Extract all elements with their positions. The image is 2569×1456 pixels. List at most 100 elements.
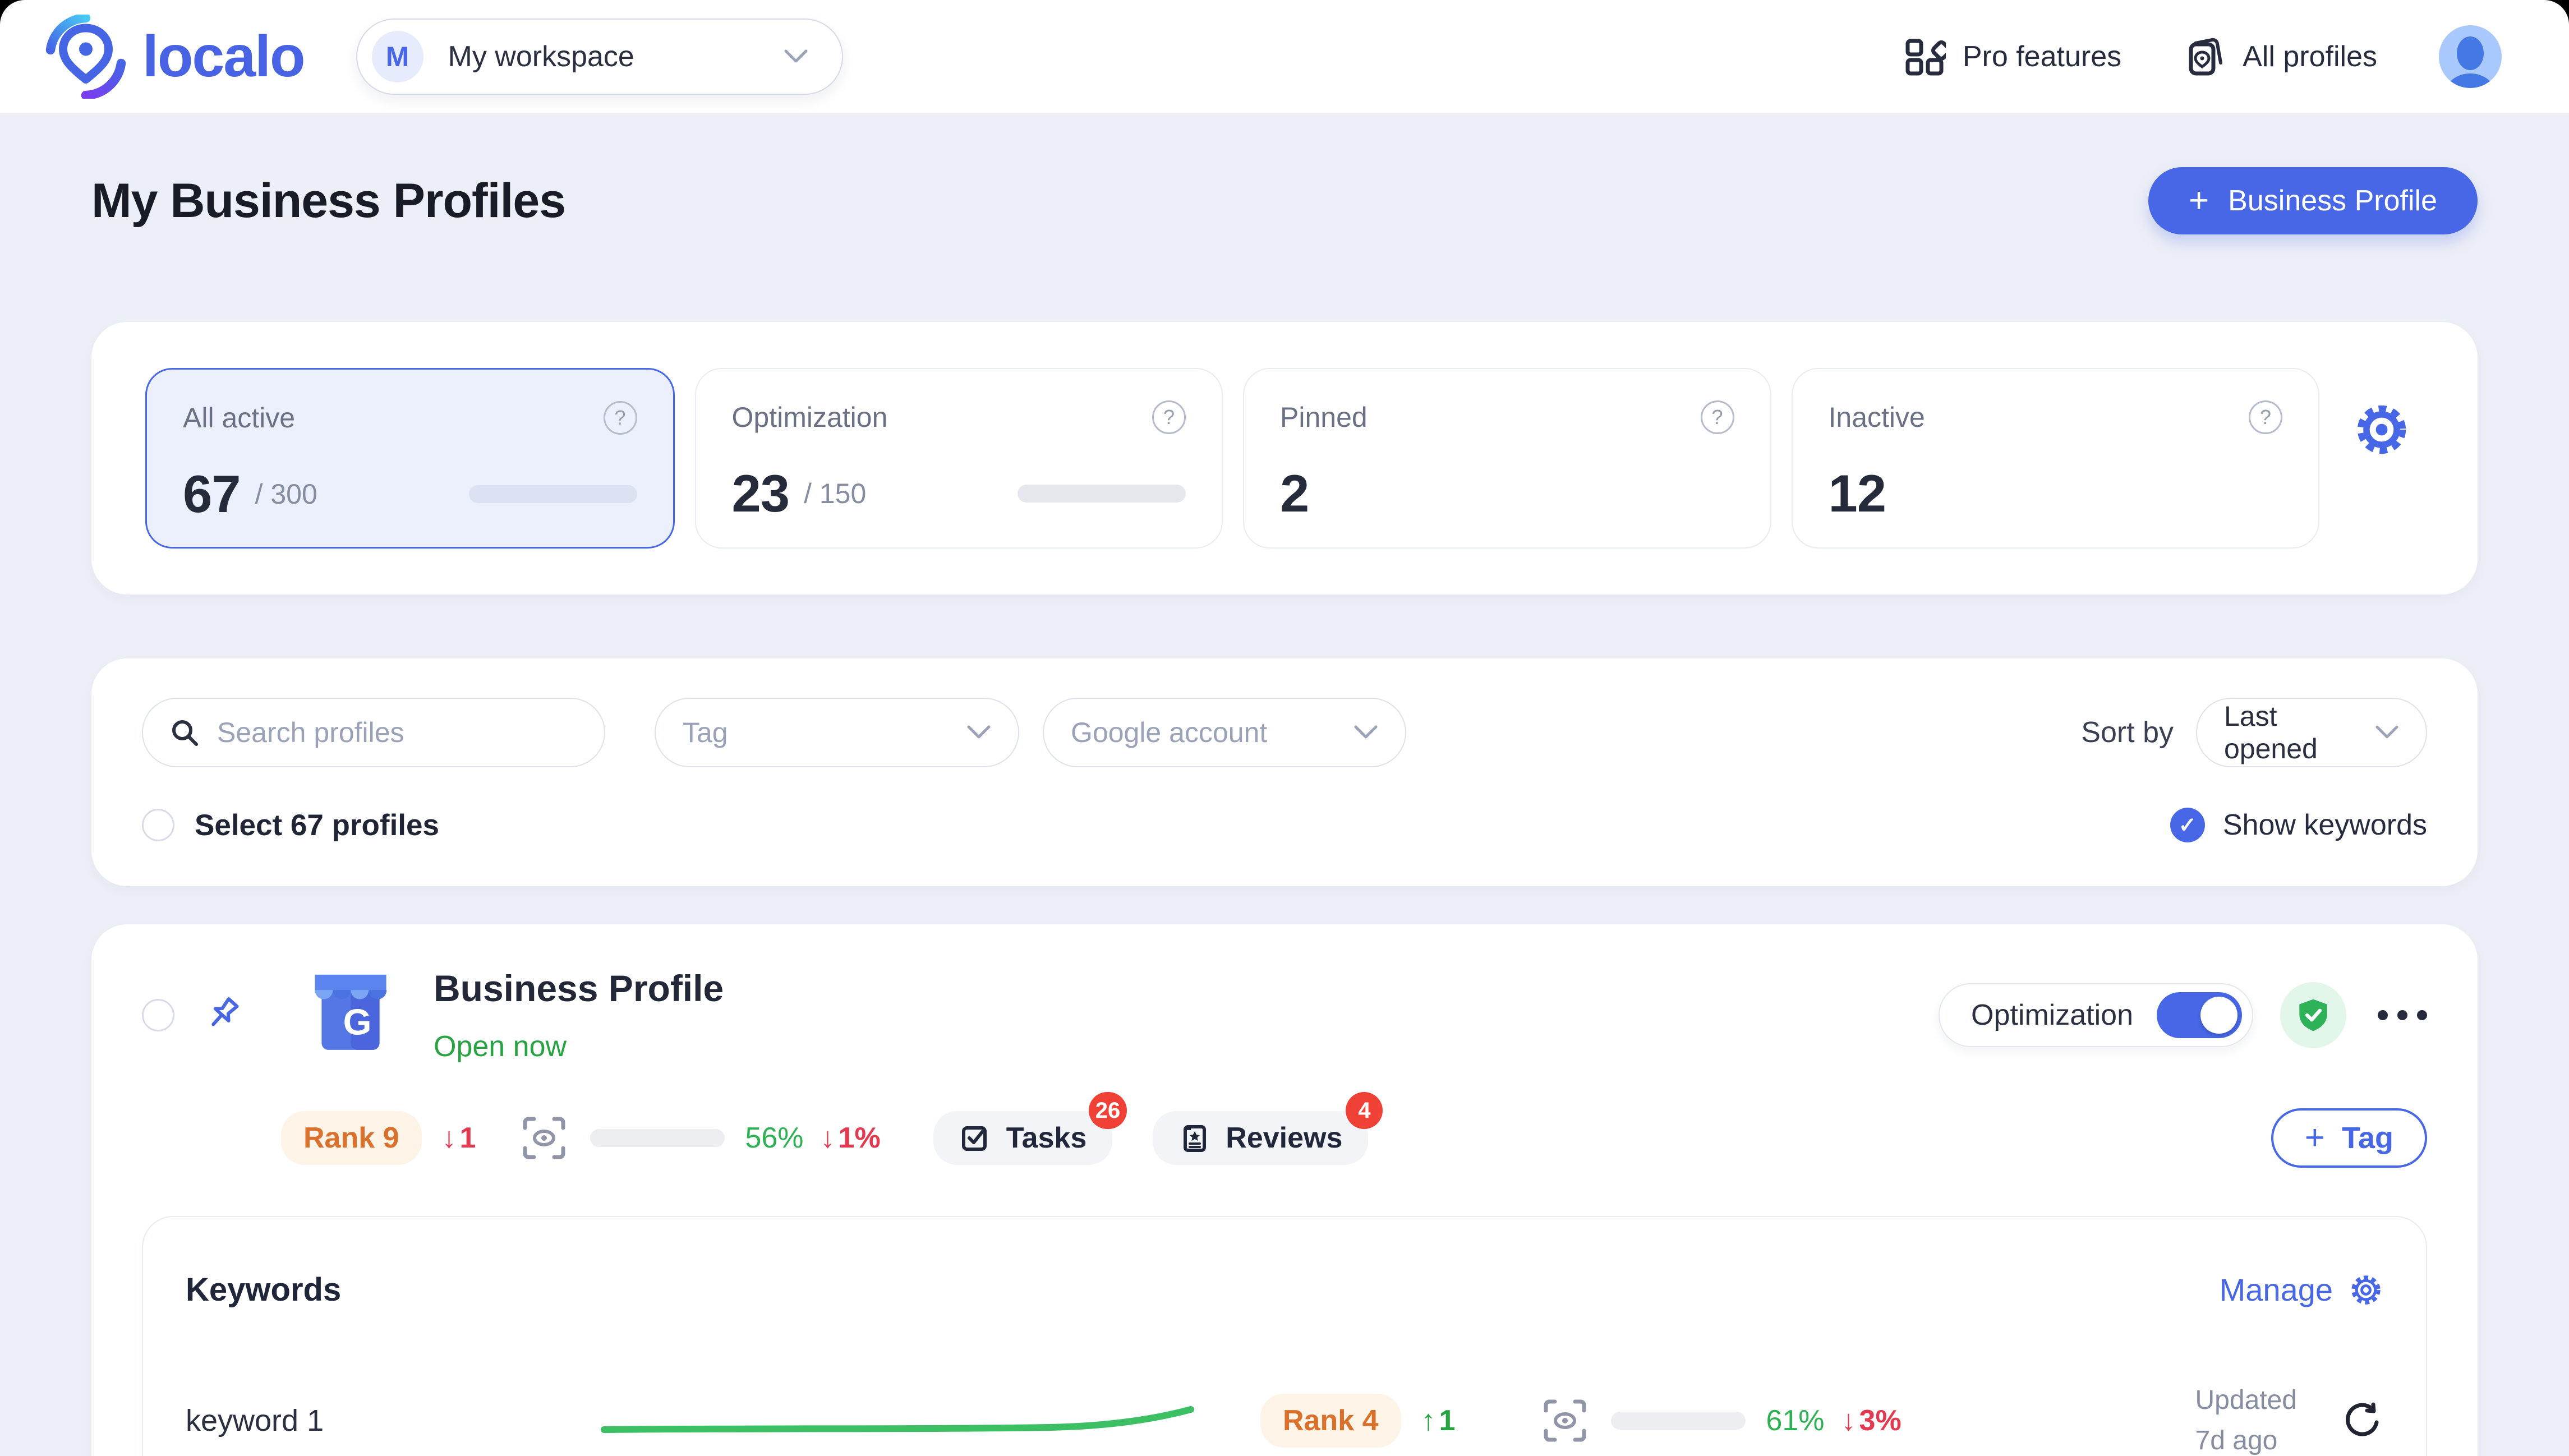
stat-progress-bar [1018,485,1186,503]
help-icon[interactable]: ? [1152,400,1186,434]
all-profiles-button[interactable]: All profiles [2183,35,2377,78]
profile-menu-button[interactable] [2378,1010,2427,1020]
switch-knob [2200,997,2237,1034]
stat-card-pinned[interactable]: Pinned ? 2 [1243,368,1771,549]
add-business-profile-button[interactable]: + Business Profile [2148,167,2478,234]
stat-label: Pinned [1280,402,1368,433]
profile-open-status: Open now [434,1030,567,1063]
show-keywords-toggle[interactable]: ✓ Show keywords [2170,808,2427,842]
tasks-count-badge: 26 [1088,1092,1127,1129]
reviews-icon [1184,1125,1207,1152]
stat-label: All active [183,402,296,434]
sort-by-label: Sort by [2081,716,2174,749]
keyword-row[interactable]: keyword 1 Rank 4 ↑ 1 [186,1380,2383,1456]
avatar-body [2446,73,2495,88]
plus-icon: + [2304,1118,2325,1157]
localo-logo[interactable]: localo [44,15,306,99]
keyword-trend-sparkline [601,1406,1194,1433]
search-profiles-field [142,698,605,767]
manage-label: Manage [2219,1272,2333,1307]
workspace-initial-badge: M [371,31,423,82]
google-account-dropdown[interactable]: Google account [1043,698,1406,767]
plus-icon: + [2188,181,2209,220]
visibility-scan-icon [1544,1399,1586,1442]
workspace-selector[interactable]: M My workspace [356,19,843,95]
sort-value: Last opened [2224,701,2318,764]
visibility-percent: 61% [1766,1404,1825,1437]
checked-circle-icon: ✓ [2170,808,2205,842]
manage-keywords-button[interactable]: Manage [2220,1271,2383,1308]
rank-change: ↓ 1 [441,1122,476,1154]
stat-total: / 300 [255,478,317,510]
business-profile-card: G Business Profile Open now Optimization [91,924,2478,1456]
visibility-scan-icon [523,1117,565,1159]
reviews-count-badge: 4 [1346,1092,1383,1129]
verified-status-icon [2280,982,2346,1048]
keyword-name: keyword 1 [186,1404,324,1437]
all-profiles-icon [2189,38,2223,76]
page-title: My Business Profiles [91,173,566,228]
shield-check-icon [2299,999,2327,1031]
page-content: My Business Profiles + Business Profile … [0,167,2569,1456]
profile-select-checkbox[interactable] [142,999,174,1031]
arrow-down-icon: ↓ [441,1122,457,1154]
avatar-head [2457,36,2484,70]
stat-label: Optimization [731,402,888,433]
keywords-panel: Keywords Manage keyword 1 Rank 4 [142,1216,2427,1456]
google-account-placeholder: Google account [1071,717,1268,748]
add-tag-label: Tag [2342,1121,2393,1155]
brand-name: localo [142,24,306,89]
stat-card-optimization[interactable]: Optimization ? 23 / 150 [694,368,1223,549]
stat-value: 2 [1280,464,1309,523]
topbar-actions: Pro features All profiles [1903,25,2502,88]
stat-value: 23 [731,464,790,523]
gear-icon [2351,1275,2381,1305]
tasks-chip[interactable]: Tasks 26 [933,1092,1127,1165]
sort-dropdown[interactable]: Last opened [2196,698,2427,767]
search-input[interactable] [217,716,578,749]
help-icon[interactable]: ? [603,401,637,435]
stats-panel: All active ? 67 / 300 Optimization ? 23 … [91,322,2478,595]
pro-features-button[interactable]: Pro features [1903,35,2121,78]
profile-name[interactable]: Business Profile [434,967,724,1009]
stats-settings-button[interactable] [2340,368,2424,459]
rank-change: ↑ 1 [1421,1404,1456,1437]
all-profiles-label: All profiles [2243,40,2377,73]
stat-total: / 150 [804,478,867,509]
user-avatar[interactable] [2439,25,2502,88]
keyword-updated-timestamp: Updated 7d ago [2195,1385,2297,1455]
add-tag-button[interactable]: + Tag [2271,1108,2427,1168]
visibility-progress-bar [1611,1412,1746,1430]
pin-icon[interactable] [199,993,244,1038]
topbar: localo M My workspace Pro features [0,0,2569,113]
filters-panel: Tag Google account Sort by Last opened [91,658,2478,886]
stat-label: Inactive [1828,402,1925,433]
arrow-up-icon: ↑ [1421,1404,1436,1437]
select-all-checkbox[interactable] [142,809,174,841]
reviews-label: Reviews [1226,1122,1343,1154]
visibility-change: ↓ 3% [1841,1404,1902,1437]
stat-value: 12 [1828,464,1887,523]
visibility-percent: 56% [745,1122,804,1154]
rank-badge: Rank 9 [281,1111,422,1165]
chevron-down-icon [2375,725,2398,739]
stat-value: 67 [183,464,241,523]
tag-filter-dropdown[interactable]: Tag [655,698,1019,767]
google-business-profile-logo: G [315,974,387,1050]
tasks-label: Tasks [1006,1122,1087,1154]
stat-card-inactive[interactable]: Inactive ? 12 [1791,368,2319,549]
optimization-switch[interactable] [2157,992,2242,1038]
tasks-icon [961,1126,987,1151]
help-icon[interactable]: ? [2249,400,2282,434]
help-icon[interactable]: ? [1700,400,1734,434]
stat-card-all-active[interactable]: All active ? 67 / 300 [145,368,675,549]
optimization-toggle-pill[interactable]: Optimization [1939,983,2253,1047]
arrow-down-icon: ↓ [820,1122,835,1154]
arrow-down-icon: ↓ [1841,1404,1856,1437]
gear-icon [2357,405,2406,454]
workspace-name: My workspace [448,40,634,73]
reviews-chip[interactable]: Reviews 4 [1153,1092,1383,1165]
refresh-icon[interactable] [2342,1400,2383,1441]
tag-filter-placeholder: Tag [683,717,728,748]
add-business-profile-label: Business Profile [2228,185,2437,217]
